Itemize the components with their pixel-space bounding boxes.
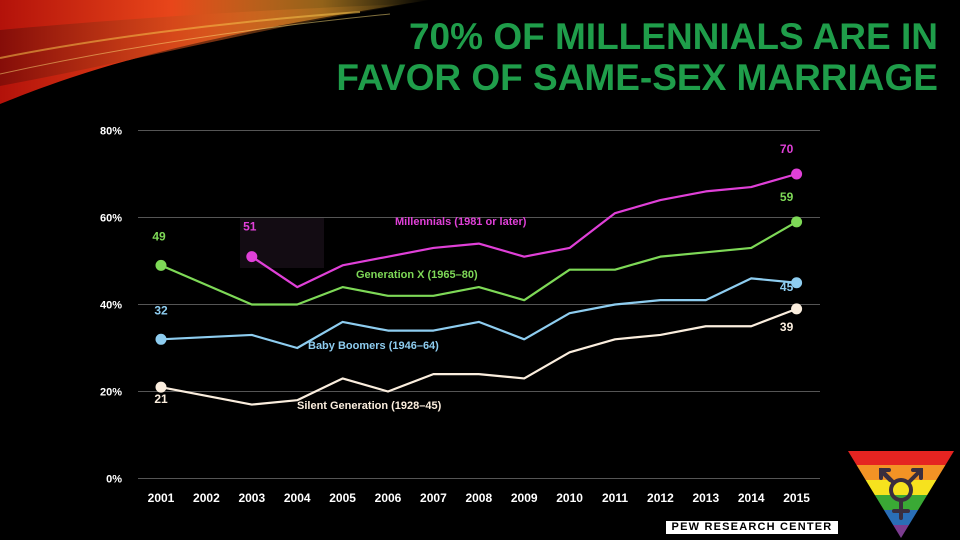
x-tick-label: 2014 [738,491,765,505]
x-tick-label: 2009 [511,491,538,505]
data-point [155,333,167,345]
data-label: 49 [152,229,166,243]
data-label: 39 [780,320,794,334]
data-point [791,168,803,180]
series-line [160,277,797,350]
data-point [246,251,258,263]
y-tick-label: 40% [100,300,122,312]
x-tick-label: 2001 [148,491,175,505]
series-line [160,307,797,406]
slide-title: 70% OF MILLENNIALS ARE IN FAVOR OF SAME-… [336,16,938,98]
y-tick-label: 60% [100,213,122,225]
x-tick-label: 2012 [647,491,674,505]
y-tick-label: 20% [100,387,122,399]
series-label: Silent Generation (1928–45) [297,400,442,412]
data-label: 51 [243,220,257,234]
y-tick-label: 0% [106,474,122,486]
x-tick-label: 2010 [556,491,583,505]
data-point [155,259,167,271]
data-point [791,216,803,228]
source-label: PEW RESEARCH CENTER [666,521,838,534]
series-line [251,172,797,289]
x-tick-label: 2003 [238,491,265,505]
data-label: 32 [154,303,168,317]
transgender-symbol-rainbow-triangle-icon [848,451,954,538]
x-tick-label: 2013 [692,491,719,505]
x-tick-label: 2005 [329,491,356,505]
x-tick-label: 2015 [783,491,810,505]
x-tick-label: 2004 [284,491,311,505]
x-tick-label: 2002 [193,491,220,505]
data-label: 59 [780,190,794,204]
y-tick-label: 80% [100,126,122,138]
series-label: Baby Boomers (1946–64) [308,340,439,352]
x-tick-label: 2011 [602,491,628,505]
data-point [791,303,803,315]
series-label: Generation X (1965–80) [356,269,478,281]
x-tick-label: 2008 [465,491,492,505]
series-label: Millennials (1981 or later) [395,216,527,228]
decorative-swoosh [0,0,430,104]
x-tick-label: 2006 [375,491,402,505]
data-label: 70 [780,142,794,156]
data-label: 45 [780,280,794,294]
data-label: 21 [154,392,168,406]
x-tick-label: 2007 [420,491,447,505]
data-point [791,277,803,289]
data-point [155,381,167,393]
series-line [160,220,798,306]
